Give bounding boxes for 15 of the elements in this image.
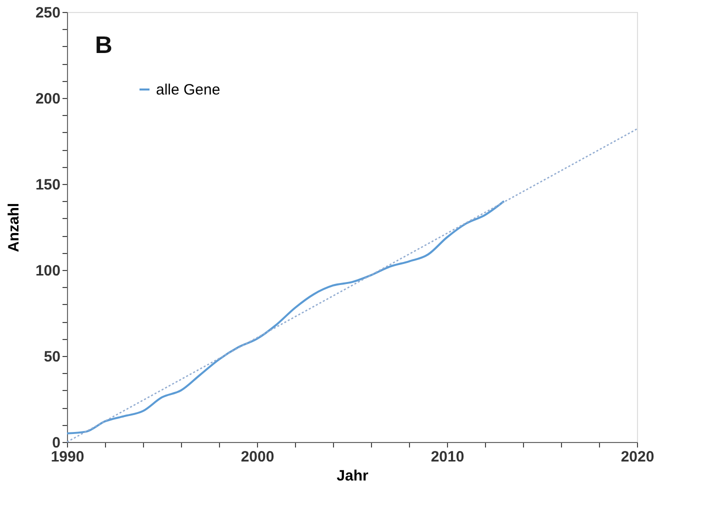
x-tick-label: 2020 (620, 448, 654, 466)
legend-label: alle Gene (156, 82, 220, 98)
annotation: B (95, 32, 112, 59)
y-tick-label: 50 (44, 348, 60, 366)
x-tick-label: 2000 (240, 448, 274, 466)
y-tick-label: 200 (35, 90, 60, 108)
x-tick-label: 1990 (50, 448, 84, 466)
x-axis-title: Jahr (336, 468, 369, 484)
y-tick-label: 0 (52, 434, 60, 452)
y-axis-title: Anzahl (5, 202, 22, 252)
y-tick-label: 250 (35, 4, 60, 22)
y-tick-label: 100 (35, 262, 60, 280)
line-series (66, 200, 505, 434)
x-tick-label: 2010 (430, 448, 464, 466)
y-tick-label: 150 (35, 176, 60, 194)
